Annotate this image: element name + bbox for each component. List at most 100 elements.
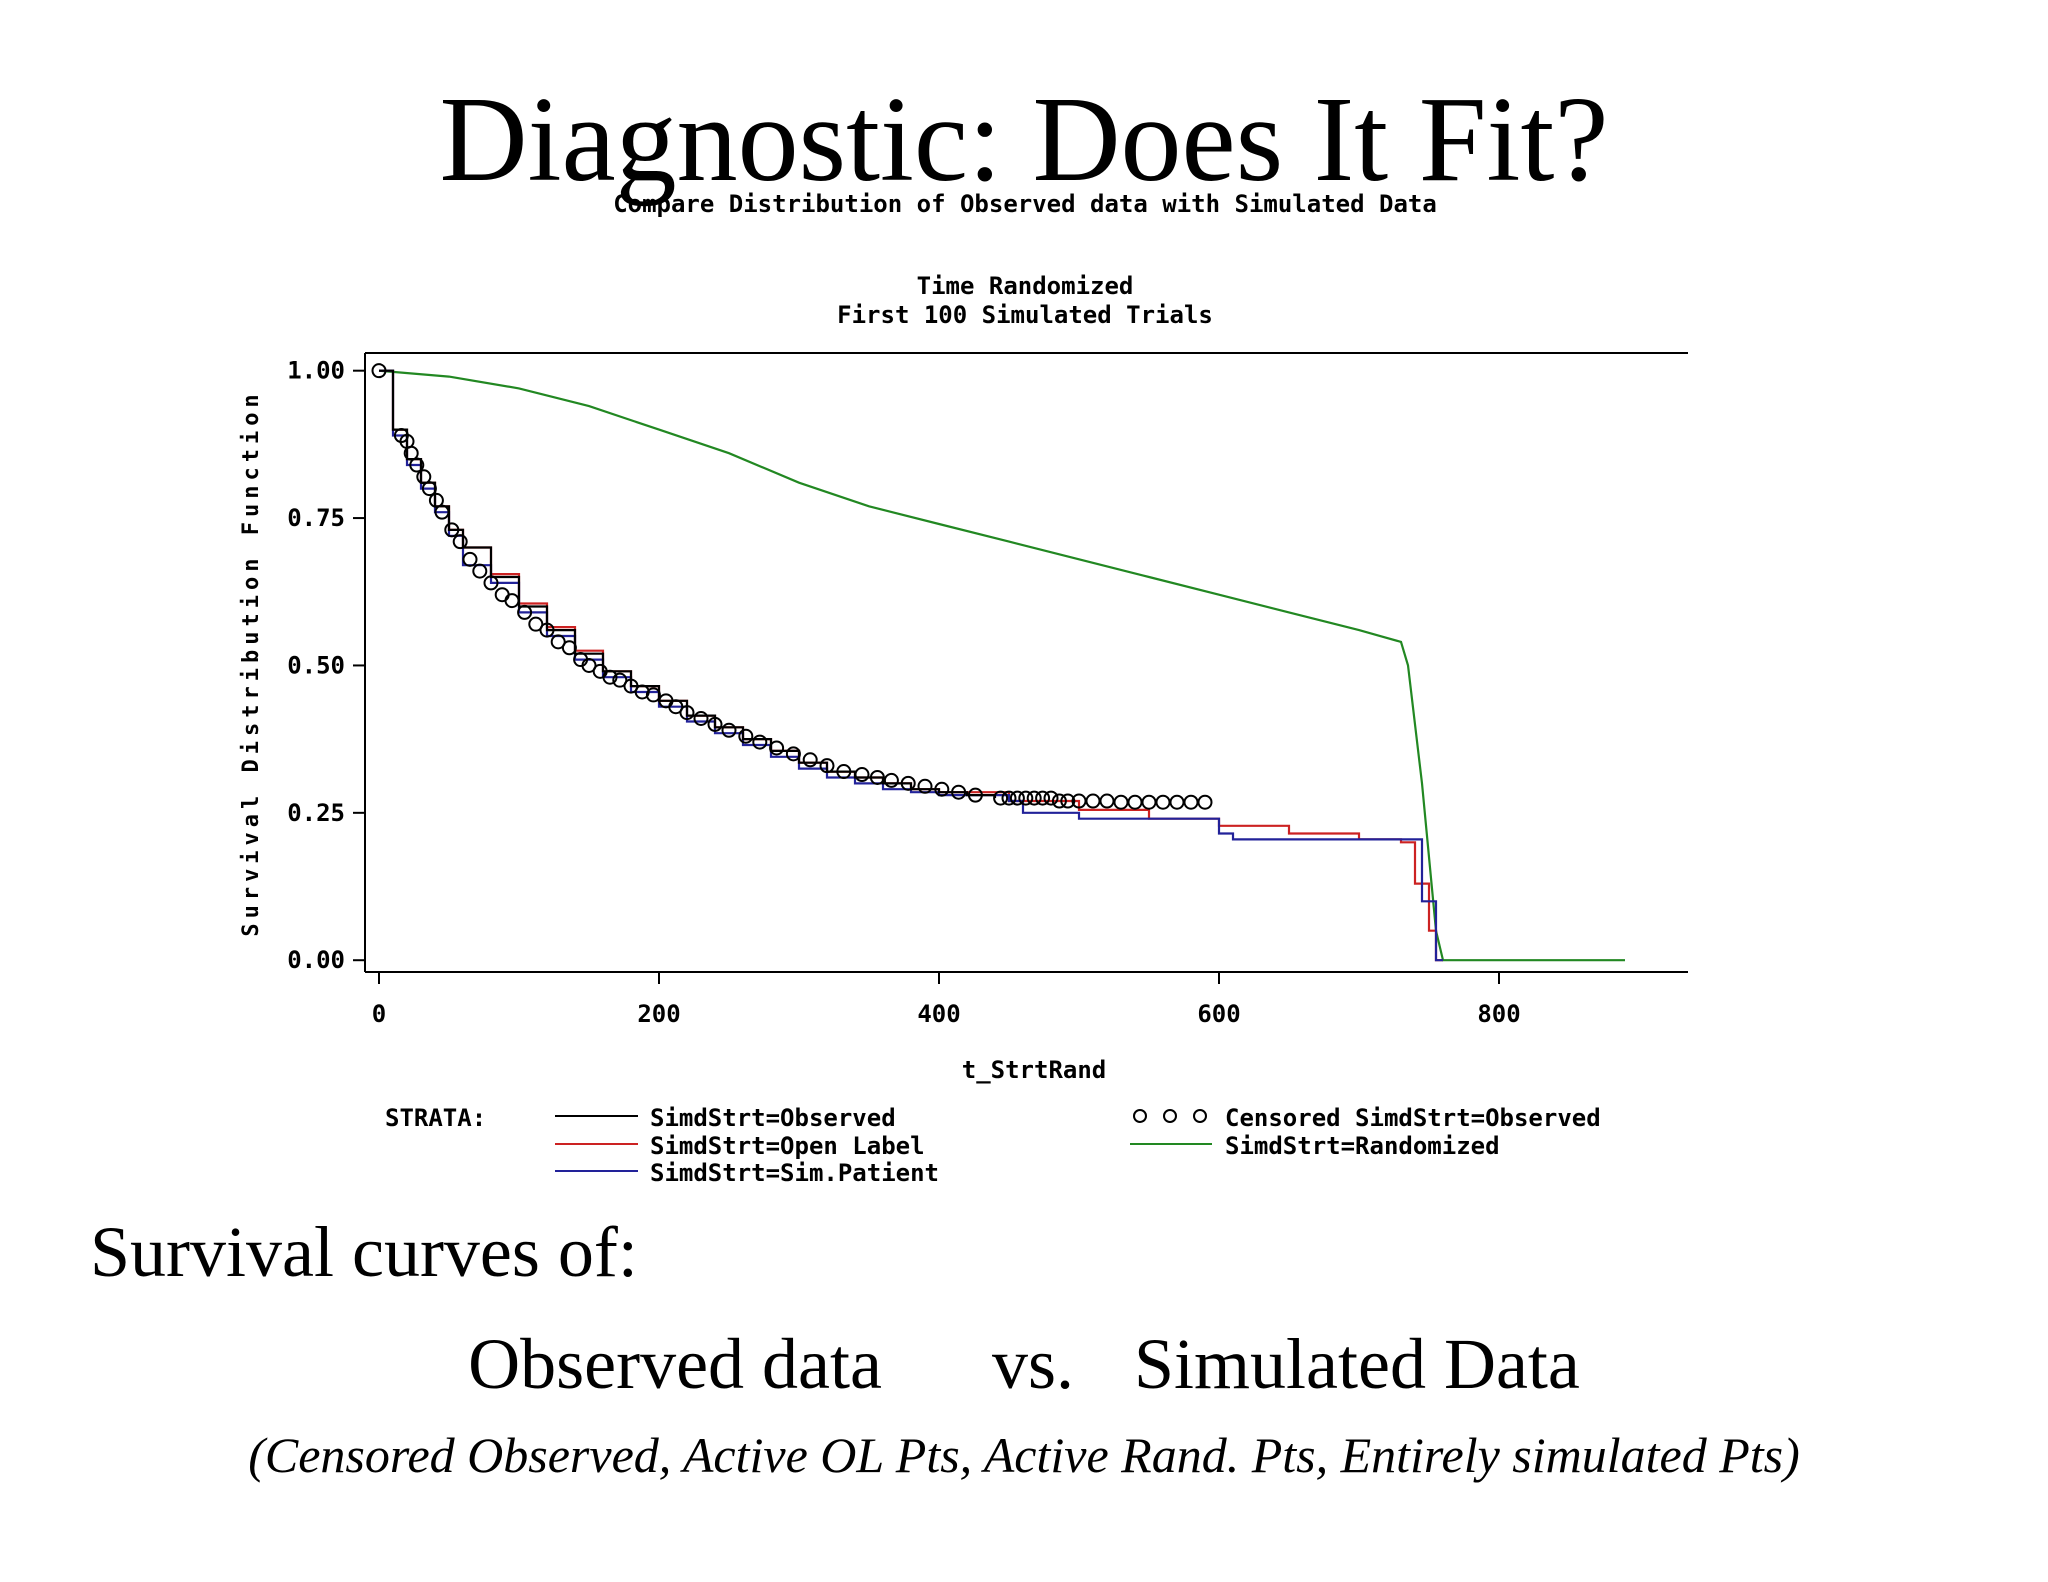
y-tick-label: 1.00: [287, 357, 345, 385]
y-axis-label: Survival Distribution Function: [239, 389, 264, 936]
caption-observed: Observed data: [468, 1324, 882, 1404]
censored-point: [1060, 793, 1076, 809]
legend-label-randomized: SimdStrt=Randomized: [1225, 1132, 1500, 1160]
censored-point: [769, 740, 785, 756]
censored-point: [836, 764, 852, 780]
censored-point: [869, 769, 885, 785]
censored-point: [668, 699, 684, 715]
censored-point: [883, 772, 899, 788]
censored-point: [403, 445, 419, 461]
censored-point: [371, 363, 387, 379]
series-line-open-label: [379, 369, 1443, 962]
censored-point: [1051, 793, 1067, 809]
censored-point: [528, 616, 544, 632]
chart-subtitle-1: Time Randomized: [917, 272, 1134, 300]
y-tick-label: 0.00: [287, 946, 345, 974]
legend-label-sim-patient: SimdStrt=Sim.Patient: [650, 1159, 939, 1187]
legend-censored-marker-2: [1163, 1109, 1177, 1123]
censored-point: [421, 481, 437, 497]
x-tick-label: 200: [637, 1000, 680, 1028]
legend-censored-marker-1: [1133, 1109, 1147, 1123]
censored-point: [900, 775, 916, 791]
x-tick-label: 800: [1477, 1000, 1520, 1028]
legend-censored-marker-3: [1193, 1109, 1207, 1123]
censored-point: [581, 657, 597, 673]
x-tick-label: 400: [917, 1000, 960, 1028]
censored-point: [444, 522, 460, 538]
caption-survival-curves: Survival curves of:: [90, 1212, 638, 1292]
censored-markers: [371, 363, 1213, 810]
censored-point: [434, 504, 450, 520]
censored-point: [1169, 794, 1185, 810]
censored-point: [967, 787, 983, 803]
y-axis-ticks: 0.00 0.25 0.50 0.75 1.00: [287, 357, 365, 974]
plot-frame: [364, 352, 1688, 973]
censored-point: [561, 640, 577, 656]
censored-point: [752, 734, 768, 750]
censored-point: [951, 784, 967, 800]
legend: STRATA: SimdStrt=Observed SimdStrt=Open …: [385, 1104, 1601, 1187]
censored-point: [645, 687, 661, 703]
censored-point: [917, 778, 933, 794]
y-tick-label: 0.25: [287, 799, 345, 827]
censored-point: [1043, 790, 1059, 806]
censored-point: [679, 705, 695, 721]
censored-point: [504, 593, 520, 609]
censored-point: [1035, 790, 1051, 806]
series-line-observed: [379, 369, 997, 799]
censored-point: [854, 767, 870, 783]
censored-point: [623, 678, 639, 694]
censored-point: [452, 534, 468, 550]
legend-label-observed: SimdStrt=Observed: [650, 1104, 896, 1132]
censored-point: [1155, 794, 1171, 810]
censored-point: [472, 563, 488, 579]
censored-point: [1141, 794, 1157, 810]
censored-point: [1113, 794, 1129, 810]
chart-title: Compare Distribution of Observed data wi…: [613, 190, 1437, 218]
series-line-randomized: [378, 369, 1625, 962]
censored-point: [802, 752, 818, 768]
censored-point: [1018, 790, 1034, 806]
censored-point: [1127, 794, 1143, 810]
censored-point: [993, 790, 1009, 806]
series-group: [378, 369, 1625, 962]
censored-point: [1183, 794, 1199, 810]
censored-point: [1009, 790, 1025, 806]
censored-point: [494, 587, 510, 603]
censored-point: [785, 746, 801, 762]
legend-label-open-label: SimdStrt=Open Label: [650, 1132, 925, 1160]
x-axis-label: t_StrtRand: [962, 1056, 1107, 1084]
x-axis-ticks: 0 200 400 600 800: [372, 972, 1521, 1028]
censored-point: [612, 672, 628, 688]
censored-point: [409, 457, 425, 473]
series-line-sim-patient: [379, 369, 1443, 962]
censored-point: [1085, 793, 1101, 809]
censored-point: [1001, 790, 1017, 806]
censored-point: [738, 728, 754, 744]
legend-label-censored: Censored SimdStrt=Observed: [1225, 1104, 1601, 1132]
censored-point: [416, 469, 432, 485]
x-tick-label: 600: [1197, 1000, 1240, 1028]
censored-point: [721, 722, 737, 738]
legend-title: STRATA:: [385, 1104, 486, 1132]
censored-point: [602, 669, 618, 685]
censored-point: [707, 716, 723, 732]
censored-point: [1099, 793, 1115, 809]
censored-point: [934, 781, 950, 797]
caption-detail: (Censored Observed, Active OL Pts, Activ…: [248, 1427, 1800, 1483]
censored-point: [539, 622, 555, 638]
slide-title: Diagnostic: Does It Fit?: [439, 72, 1609, 207]
caption-simulated: Simulated Data: [1133, 1324, 1580, 1404]
censored-point: [693, 711, 709, 727]
censored-point: [428, 492, 444, 508]
censored-point: [1026, 790, 1042, 806]
censored-point: [550, 634, 566, 650]
caption-vs: vs.: [991, 1324, 1074, 1404]
censored-point: [462, 551, 478, 567]
censored-point: [819, 758, 835, 774]
censored-point: [483, 575, 499, 591]
x-tick-label: 0: [372, 1000, 386, 1028]
censored-point: [1197, 794, 1213, 810]
censored-point: [517, 604, 533, 620]
